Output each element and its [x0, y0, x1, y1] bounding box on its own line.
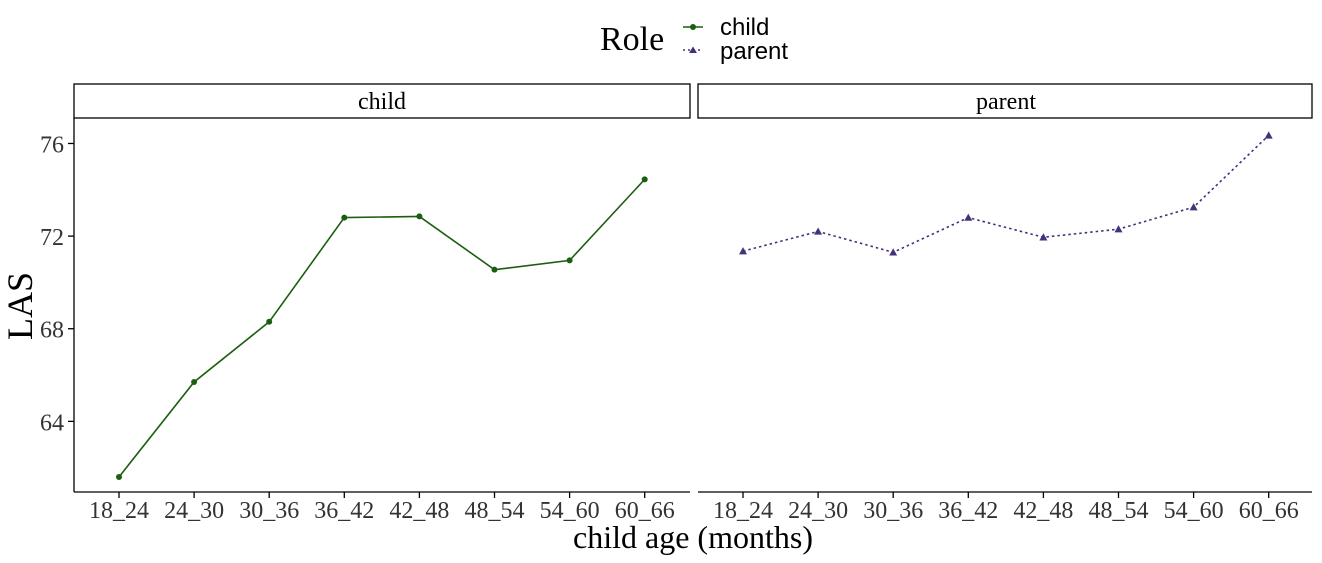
x-axis-title: child age (months): [573, 519, 813, 555]
data-point-parent: [814, 227, 823, 235]
legend-label-child: child: [720, 14, 769, 41]
x-tick-label: 60_66: [1239, 498, 1299, 524]
data-series: [116, 131, 1273, 480]
x-tick-label: 30_36: [863, 498, 923, 524]
data-point-child: [641, 176, 648, 183]
panel-strip-child: child: [73, 83, 691, 119]
y-tick-label: 72: [40, 225, 64, 251]
data-point-parent: [739, 247, 747, 255]
legend-key-child: [683, 24, 703, 30]
data-point-parent: [1189, 203, 1198, 211]
data-point-parent: [889, 248, 898, 256]
data-point-child: [416, 213, 423, 220]
panel-title-parent: parent: [976, 89, 1036, 115]
series-line-child: [118, 178, 646, 478]
legend-key-parent: [683, 46, 703, 53]
data-point-child: [491, 266, 498, 273]
data-point-child: [191, 379, 198, 385]
x-tick-label: 42_48: [1013, 498, 1073, 524]
x-tick-label: 48_54: [1089, 498, 1149, 524]
x-tick-label: 18_24: [713, 498, 773, 524]
x-tick-label: 48_54: [465, 498, 525, 524]
y-axis-ticks: 64 68 72 76: [40, 132, 74, 436]
panel-strip-parent: parent: [697, 83, 1313, 119]
x-axis-ticks: 18_24 24_30 30_36 36_42 42_48 48_54 54_60 60_66…: [89, 492, 1299, 524]
panel-title-child: child: [358, 89, 406, 115]
x-tick-label: 36_42: [938, 498, 998, 524]
y-tick-label: 76: [40, 132, 64, 158]
series-line-parent: [742, 134, 1270, 254]
axes: [73, 118, 1312, 493]
legend-label-parent: parent: [720, 38, 788, 65]
data-point-child: [116, 473, 122, 480]
x-tick-label: 54_60: [540, 498, 600, 524]
y-axis-title: LAS: [0, 272, 40, 340]
x-tick-label: 36_42: [314, 498, 374, 524]
data-point-parent: [1264, 131, 1273, 139]
data-point-parent: [1114, 225, 1123, 233]
x-tick-label: 24_30: [164, 498, 224, 524]
data-point-child: [566, 257, 573, 264]
x-tick-label: 54_60: [1164, 498, 1224, 524]
legend: Role child parent: [600, 14, 788, 65]
x-tick-label: 30_36: [239, 498, 299, 524]
y-tick-label: 68: [40, 318, 64, 344]
y-tick-label: 64: [40, 410, 64, 436]
data-point-child: [266, 318, 273, 325]
x-tick-label: 60_66: [615, 498, 675, 524]
x-tick-label: 24_30: [788, 498, 848, 524]
data-point-child: [341, 214, 348, 221]
data-point-parent: [1039, 233, 1048, 241]
x-tick-label: 42_48: [389, 498, 449, 524]
legend-title: Role: [600, 21, 664, 58]
x-tick-label: 18_24: [89, 498, 149, 524]
data-point-parent: [964, 213, 973, 221]
